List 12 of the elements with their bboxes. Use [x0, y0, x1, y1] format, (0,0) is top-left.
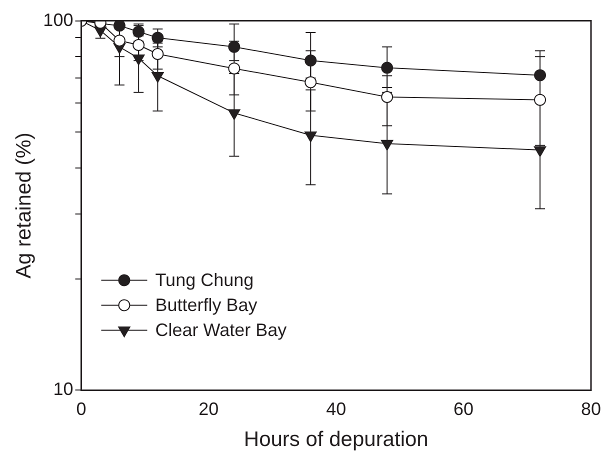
y-axis-title: Ag retained (%) [12, 132, 36, 278]
y-tick-label: 100 [43, 10, 74, 30]
legend-label: Tung Chung [155, 270, 254, 290]
x-tick-label: 20 [198, 398, 219, 419]
x-tick-label: 60 [454, 398, 474, 419]
legend-label: Clear Water Bay [155, 320, 287, 340]
x-axis-title: Hours of depuration [244, 428, 428, 452]
y-tick-label: 10 [53, 379, 74, 400]
x-tick-label: 40 [326, 398, 346, 419]
x-tick-label: 80 [580, 398, 602, 419]
legend-label: Butterfly Bay [155, 295, 258, 316]
x-tick-label: 0 [76, 398, 86, 419]
